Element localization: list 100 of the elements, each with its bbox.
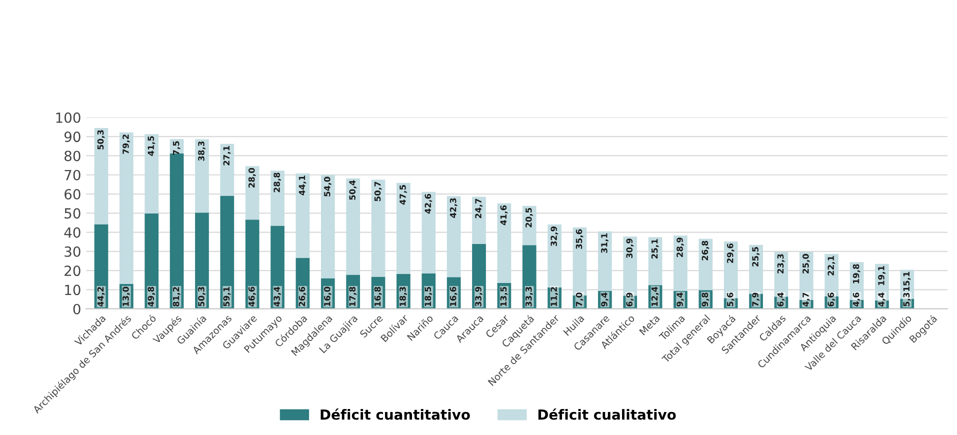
data-label: 33,9: [475, 286, 482, 306]
bar: [144, 134, 159, 214]
bar: [472, 244, 486, 309]
data-label: 47,5: [400, 185, 407, 205]
y-tick-label: 80: [64, 150, 80, 162]
data-label: 42,3: [450, 198, 458, 218]
bar: [749, 244, 763, 294]
bar: [195, 212, 209, 309]
data-label: 38,3: [198, 141, 206, 161]
data-label: 12,4: [651, 286, 659, 306]
data-label: 6,4: [777, 292, 785, 306]
bar: [674, 236, 688, 291]
data-label: 26,8: [702, 240, 710, 260]
data-label: 7,5: [173, 141, 180, 155]
data-label: 18,5: [424, 286, 432, 306]
data-label: 29,6: [726, 243, 734, 263]
data-label: 41,6: [500, 205, 508, 226]
data-label: 19,1: [878, 266, 886, 286]
data-label: 5,3: [903, 292, 911, 306]
bar: [698, 238, 713, 290]
data-label: 81,2: [172, 287, 180, 306]
data-label: 20,5: [525, 208, 533, 228]
data-label: 50,3: [198, 287, 206, 306]
data-label: 30,9: [626, 238, 634, 258]
data-label: 13,5: [500, 286, 508, 306]
bar: [195, 139, 209, 213]
bar: [446, 196, 461, 278]
data-label: 9,4: [601, 292, 608, 307]
y-tick-label: 60: [64, 188, 80, 200]
bar: [220, 196, 234, 309]
data-label: 25,5: [752, 247, 760, 266]
data-label: 16,0: [324, 286, 332, 306]
data-label: 16,8: [374, 286, 382, 306]
data-label: 7,0: [576, 292, 584, 306]
bar: [472, 196, 486, 244]
bar: [396, 274, 410, 309]
data-label: 44,1: [298, 176, 306, 196]
y-tick-label: 20: [64, 266, 80, 276]
bar: [346, 178, 360, 275]
data-label: 54,0: [324, 176, 332, 196]
bar: [422, 192, 436, 274]
data-label: 49,8: [148, 286, 156, 307]
data-label: 26,6: [298, 286, 306, 306]
bar: [598, 231, 612, 291]
data-label: 7,9: [752, 292, 760, 306]
data-label: 46,6: [248, 286, 256, 307]
y-tick-label: 10: [65, 284, 80, 296]
bar: [245, 220, 260, 309]
data-label: 32,9: [550, 226, 558, 246]
data-label: 50,4: [349, 180, 357, 200]
data-label: 16,6: [450, 286, 458, 306]
bar: [245, 166, 260, 220]
data-label: 11,2: [550, 287, 558, 306]
y-tick-label: 90: [64, 132, 80, 142]
y-tick-label: 100: [56, 112, 80, 123]
bar: [548, 224, 562, 288]
bar: [371, 180, 386, 277]
y-tick-label: 30: [64, 246, 80, 257]
data-label: 22,1: [828, 256, 836, 276]
data-label: 59,1: [223, 286, 231, 306]
data-label: 28,0: [248, 168, 256, 188]
data-label: 17,8: [349, 286, 357, 306]
data-label: 28,8: [274, 172, 282, 192]
data-label: 13,0: [122, 286, 130, 306]
y-tick-label: 70: [64, 170, 80, 180]
data-label: 5,6: [726, 292, 734, 306]
legend-label: Déficit cuantitativo: [320, 408, 470, 420]
data-label: 41,5: [148, 136, 156, 156]
data-label: 33,3: [525, 287, 533, 306]
bar: [170, 153, 184, 309]
data-label: 50,7: [374, 182, 382, 202]
data-label: 9,8: [702, 292, 710, 307]
bar: [144, 214, 159, 309]
data-label: 27,1: [223, 146, 231, 166]
bar: [296, 258, 310, 309]
bar: [270, 170, 284, 226]
data-label: 4,4: [878, 292, 886, 307]
bar: [346, 274, 360, 309]
bar: [270, 226, 284, 309]
data-label: 31,1: [601, 233, 608, 253]
data-label: 35,6: [576, 229, 584, 249]
data-label: 6,6: [828, 292, 836, 306]
y-tick-label: 40: [64, 227, 80, 238]
data-label: 28,9: [676, 238, 684, 257]
data-label: 25,1: [651, 239, 659, 259]
bar: [320, 174, 335, 278]
bar: [220, 144, 234, 196]
bar: [94, 224, 108, 309]
data-label: 42,6: [424, 194, 432, 214]
bar: [522, 245, 536, 309]
data-label: 24,7: [475, 198, 482, 218]
bar: [497, 203, 512, 284]
bar: [522, 206, 536, 246]
data-label: 4,6: [852, 292, 860, 307]
bar: [94, 128, 108, 224]
data-label: 9,4: [676, 292, 684, 307]
data-label: 6,9: [626, 292, 634, 306]
y-tick-label: 50: [64, 208, 80, 219]
data-label: 44,2: [97, 287, 105, 307]
y-tick-label: 0: [73, 304, 80, 314]
